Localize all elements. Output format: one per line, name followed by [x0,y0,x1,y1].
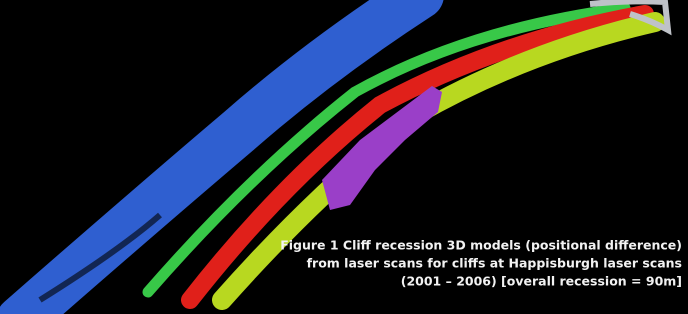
page: {"figure": {"caption": {"lines": [ "Figu… [0,0,688,314]
caption-line: Figure 1 Cliff recession 3D models (posi… [280,238,682,253]
caption-line: from laser scans for cliffs at Happisbur… [307,256,682,271]
caption-line: (2001 – 2006) [overall recession = 90m] [401,274,682,289]
figure-image: Figure 1 Cliff recession 3D models (posi… [0,0,688,314]
